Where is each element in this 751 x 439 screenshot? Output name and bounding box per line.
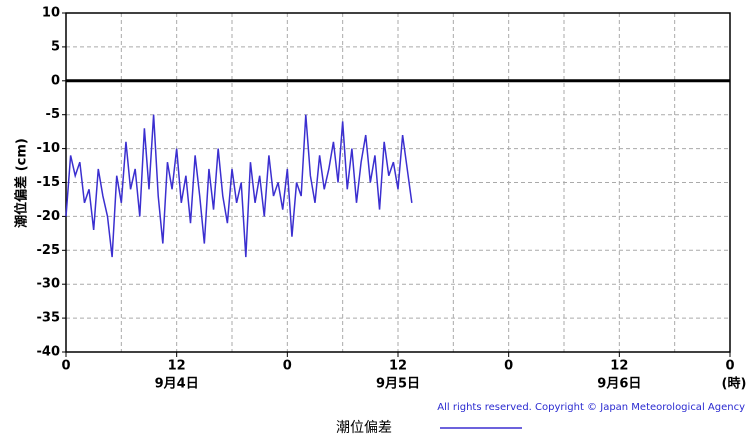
- y-tick-label: -35: [37, 311, 61, 326]
- x-date-label: 9月6日: [597, 377, 641, 392]
- copyright: All rights reserved. Copyright © Japan M…: [437, 402, 745, 413]
- y-tick-label: 10: [42, 6, 60, 21]
- plot-frame: [65, 12, 731, 353]
- y-tick-label: -30: [37, 277, 61, 292]
- x-tick-label: 12: [168, 359, 186, 374]
- y-tick-label: -15: [37, 175, 61, 190]
- x-tick-label: 0: [61, 359, 70, 374]
- y-tick-label: -20: [37, 209, 61, 224]
- x-tick-label: 0: [725, 359, 734, 374]
- y-tick-label: -5: [46, 107, 60, 122]
- x-tick-label: 12: [610, 359, 628, 374]
- y-tick-label: -10: [37, 141, 61, 156]
- x-unit-label: (時): [722, 376, 747, 392]
- x-tick-label: 0: [504, 359, 513, 374]
- data-line: [65, 114, 413, 258]
- x-tick-label: 0: [283, 359, 292, 374]
- x-date-label: 9月4日: [155, 377, 199, 392]
- y-tick-label: -40: [37, 345, 61, 360]
- x-tick-label: 12: [389, 359, 407, 374]
- y-axis-label: 潮位偏差 (cm): [14, 138, 30, 228]
- y-tick-label: 0: [51, 73, 60, 88]
- x-date-label: 9月5日: [376, 377, 420, 392]
- y-tick-label: -25: [37, 243, 61, 258]
- y-tick-label: 5: [51, 39, 60, 54]
- legend-label: 潮位偏差: [336, 420, 392, 436]
